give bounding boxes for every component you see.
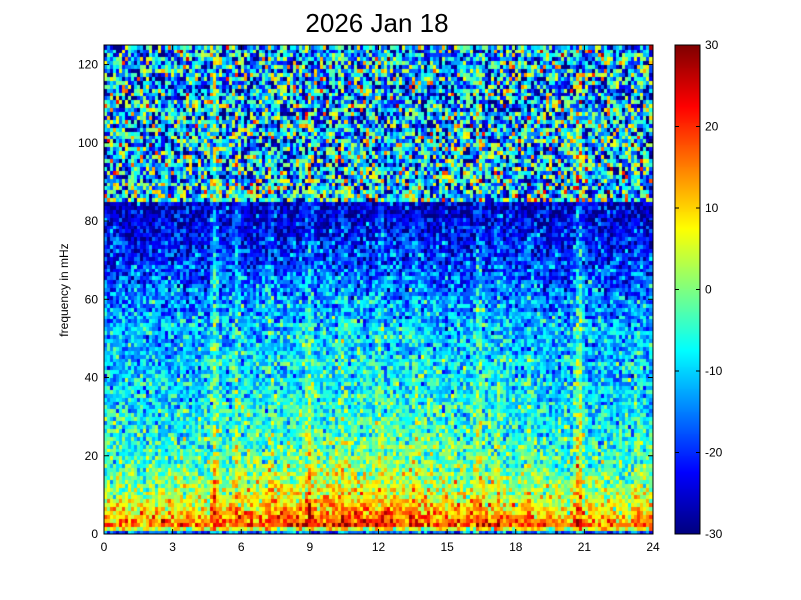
colorbar-tick-label: 0: [705, 283, 712, 297]
colorbar-tick-label: 30: [705, 38, 719, 52]
y-tick-label: 20: [85, 449, 99, 463]
chart-title: 2026 Jan 18: [305, 8, 448, 38]
x-tick-label: 9: [307, 540, 314, 554]
x-tick-label: 0: [101, 540, 108, 554]
x-axis: 0 3 6 9 12 15 18 21 24: [101, 45, 660, 554]
x-tick-label: 3: [169, 540, 176, 554]
y-tick-label: 100: [78, 136, 98, 150]
x-tick-label: 21: [578, 540, 592, 554]
y-axis-label: frequency in mHz: [57, 243, 71, 336]
plot-area: [103, 44, 654, 535]
colorbar: -30 -20 -10 0 10 20 30: [674, 38, 723, 541]
x-tick-label: 18: [509, 540, 523, 554]
y-tick-label: 120: [78, 58, 98, 72]
colorbar-gradient: [675, 45, 700, 534]
y-axis: 0 20 40 60 80 100 120: [78, 58, 653, 541]
x-tick-label: 6: [238, 540, 245, 554]
colorbar-tick-label: 20: [705, 120, 719, 134]
y-tick-label: 60: [85, 292, 99, 306]
colorbar-tick-label: -30: [705, 527, 723, 541]
y-tick-label: 80: [85, 214, 99, 228]
x-tick-label: 15: [440, 540, 454, 554]
colorbar-ticks: -30 -20 -10 0 10 20 30: [675, 38, 723, 541]
y-tick-label: 0: [91, 527, 98, 541]
x-tick-label: 24: [646, 540, 660, 554]
x-tick-label: 12: [372, 540, 386, 554]
spectrogram-heatmap: [104, 45, 653, 534]
y-tick-label: 40: [85, 371, 99, 385]
colorbar-tick-label: -20: [705, 446, 723, 460]
colorbar-tick-label: -10: [705, 364, 723, 378]
colorbar-tick-label: 10: [705, 201, 719, 215]
